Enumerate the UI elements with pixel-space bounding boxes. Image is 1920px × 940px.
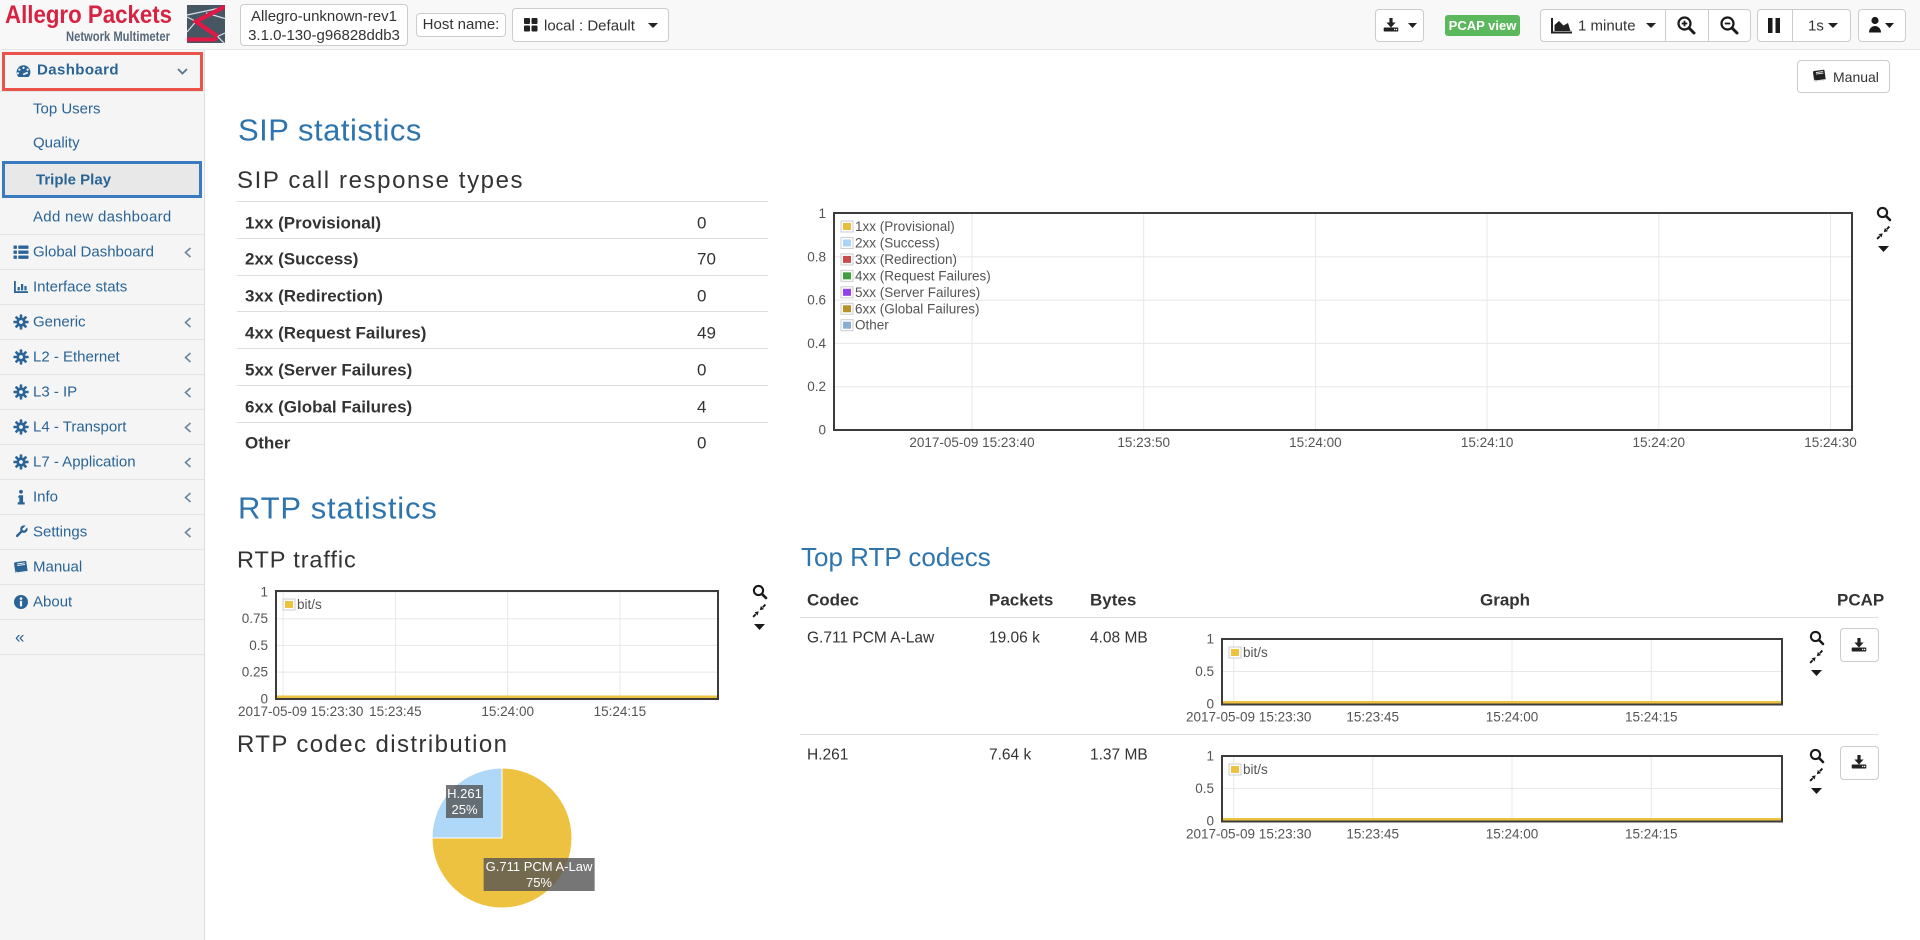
svg-text:2017-05-09 15:23:30: 2017-05-09 15:23:30 — [238, 704, 363, 719]
svg-text:Other: Other — [855, 318, 889, 333]
svg-text:1xx (Provisional): 1xx (Provisional) — [855, 219, 955, 234]
svg-text:1: 1 — [818, 206, 826, 221]
svg-text:15:24:00: 15:24:00 — [481, 704, 534, 719]
svg-text:0.6: 0.6 — [807, 293, 826, 308]
svg-text:1: 1 — [1206, 631, 1214, 646]
svg-text:15:24:00: 15:24:00 — [1486, 827, 1539, 842]
svg-text:0: 0 — [818, 423, 826, 438]
svg-text:0.4: 0.4 — [807, 336, 826, 351]
svg-text:1: 1 — [1206, 749, 1214, 764]
svg-text:bit/s: bit/s — [1243, 645, 1268, 660]
svg-text:1: 1 — [260, 585, 268, 600]
svg-text:6xx (Global Failures): 6xx (Global Failures) — [855, 301, 980, 316]
svg-text:15:23:45: 15:23:45 — [369, 704, 422, 719]
svg-text:15:24:10: 15:24:10 — [1461, 435, 1514, 450]
svg-text:0.25: 0.25 — [242, 665, 268, 680]
svg-text:Network Multimeter: Network Multimeter — [66, 29, 171, 44]
svg-text:0.2: 0.2 — [807, 379, 826, 394]
svg-text:0: 0 — [1206, 814, 1214, 829]
svg-text:15:24:00: 15:24:00 — [1289, 435, 1342, 450]
svg-text:5xx (Server Failures): 5xx (Server Failures) — [855, 285, 980, 300]
svg-text:0.8: 0.8 — [807, 249, 826, 264]
svg-text:0: 0 — [1206, 696, 1214, 711]
svg-text:15:23:50: 15:23:50 — [1117, 435, 1170, 450]
svg-text:15:23:45: 15:23:45 — [1346, 709, 1399, 724]
svg-text:2xx (Success): 2xx (Success) — [855, 235, 940, 250]
svg-text:15:24:15: 15:24:15 — [1625, 827, 1678, 842]
svg-text:0.5: 0.5 — [1195, 781, 1214, 796]
svg-text:Allegro Packets: Allegro Packets — [5, 1, 172, 29]
svg-text:bit/s: bit/s — [297, 597, 322, 612]
svg-text:0: 0 — [260, 691, 268, 706]
svg-text:15:24:20: 15:24:20 — [1633, 435, 1686, 450]
svg-text:4xx (Request Failures): 4xx (Request Failures) — [855, 268, 991, 283]
svg-text:bit/s: bit/s — [1243, 762, 1268, 777]
svg-text:2017-05-09 15:23:40: 2017-05-09 15:23:40 — [909, 435, 1034, 450]
svg-text:15:24:15: 15:24:15 — [1625, 709, 1678, 724]
svg-text:2017-05-09 15:23:30: 2017-05-09 15:23:30 — [1186, 709, 1311, 724]
svg-text:0.75: 0.75 — [242, 611, 268, 626]
svg-text:3xx (Redirection): 3xx (Redirection) — [855, 252, 957, 267]
svg-text:15:24:00: 15:24:00 — [1486, 709, 1539, 724]
svg-text:2017-05-09 15:23:30: 2017-05-09 15:23:30 — [1186, 827, 1311, 842]
svg-text:15:24:30: 15:24:30 — [1804, 435, 1857, 450]
svg-text:15:24:15: 15:24:15 — [594, 704, 647, 719]
svg-text:0.5: 0.5 — [1195, 664, 1214, 679]
svg-text:15:23:45: 15:23:45 — [1346, 827, 1399, 842]
svg-text:0.5: 0.5 — [249, 638, 268, 653]
